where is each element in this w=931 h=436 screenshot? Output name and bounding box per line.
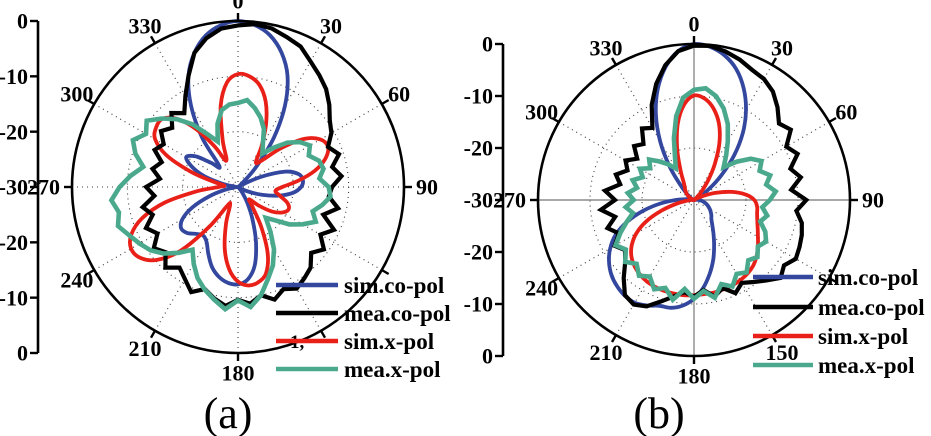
legend-label-sim-co-pol: sim.co-pol <box>818 265 918 290</box>
angle-label-90: 90 <box>862 188 884 213</box>
grid-spoke <box>693 64 773 201</box>
angle-label-180: 180 <box>678 364 711 389</box>
r-axis-label: 0 <box>482 32 493 57</box>
angle-label-60: 60 <box>835 100 857 125</box>
angle-label-210: 210 <box>129 336 162 361</box>
r-axis-label: 0 <box>17 9 28 34</box>
legend-label-mea-x-pol: mea.x-pol <box>818 353 914 378</box>
angle-label-60: 60 <box>388 82 410 107</box>
polar-chart-b: 03060901501802102402703003300-10-20-30-2… <box>464 12 925 389</box>
angle-tick <box>551 116 560 124</box>
series-path-mea-x-pol <box>612 85 779 304</box>
grid-spoke <box>237 42 322 188</box>
grid-spoke <box>558 199 695 279</box>
series-path-sim-co-pol <box>607 41 748 310</box>
angle-label-30: 30 <box>771 35 793 60</box>
angle-label-90: 90 <box>416 175 438 200</box>
caption-a: (a) <box>204 389 253 436</box>
r-axis-label: -10 <box>464 292 493 317</box>
legend-label-sim-co-pol: sim.co-pol <box>344 273 444 298</box>
r-axis-label: -20 <box>0 119 28 144</box>
angle-tick <box>610 334 618 343</box>
r-axis-label: -10 <box>464 84 493 109</box>
angle-tick <box>149 330 157 339</box>
angle-label-240: 240 <box>525 276 558 301</box>
angle-label-0: 0 <box>689 12 700 37</box>
caption-b: (b) <box>633 389 684 436</box>
angle-tick <box>149 35 157 44</box>
angle-label-300: 300 <box>525 100 558 125</box>
angle-label-240: 240 <box>60 268 93 293</box>
angle-label-300: 300 <box>60 82 93 107</box>
series-path-mea-co-pol <box>139 21 345 309</box>
r-axis-label: -20 <box>464 136 493 161</box>
legend-label-mea-x-pol: mea.x-pol <box>344 357 440 382</box>
angle-tick <box>551 276 560 284</box>
legend-label-sim-x-pol: sim.x-pol <box>344 329 434 354</box>
angle-tick <box>610 57 618 66</box>
r-axis-label: 0 <box>482 344 493 369</box>
angle-tick <box>828 276 837 284</box>
r-axis-label: -30 <box>0 175 28 200</box>
r-axis-label: -30 <box>464 188 493 213</box>
angle-tick <box>86 268 95 276</box>
angle-label-180: 180 <box>222 361 255 386</box>
angle-label-330: 330 <box>129 14 162 39</box>
angle-label-150: 150 <box>766 340 799 365</box>
angle-label-30: 30 <box>320 14 342 39</box>
angle-tick <box>770 57 778 66</box>
r-axis-label: -10 <box>0 285 28 310</box>
r-axis-label: 0 <box>17 341 28 366</box>
grid-spoke <box>615 199 695 336</box>
series-path-mea-co-pol <box>596 43 810 309</box>
grid-spoke <box>558 121 695 201</box>
legend-label-mea-co-pol: mea.co-pol <box>818 295 925 320</box>
polar-chart-a: 03060901802102402703003300-10-20-30-20-1… <box>0 0 451 386</box>
legend-label-mea-co-pol: mea.co-pol <box>344 301 451 326</box>
legend-label-sim-x-pol: sim.x-pol <box>818 324 908 349</box>
angle-label-330: 330 <box>590 35 623 60</box>
angle-tick <box>828 116 837 124</box>
r-axis-label: -20 <box>464 240 493 265</box>
grid-spoke <box>154 42 239 188</box>
angle-label-210: 210 <box>590 340 623 365</box>
grid-spoke <box>693 199 773 336</box>
angle-tick <box>319 35 327 44</box>
grid-spoke <box>693 121 830 201</box>
angle-tick <box>381 268 390 276</box>
angle-label-0: 0 <box>233 0 244 14</box>
r-axis-label: -20 <box>0 230 28 255</box>
grid-spoke <box>693 199 830 279</box>
angle-tick <box>86 98 95 106</box>
angle-tick <box>381 98 390 106</box>
series-path-sim-co-pol <box>178 19 305 287</box>
angle-tick <box>319 330 327 339</box>
series-path-mea-x-pol <box>108 97 333 313</box>
series-path-sim-x-pol <box>128 71 331 288</box>
r-axis-label: -10 <box>0 64 28 89</box>
